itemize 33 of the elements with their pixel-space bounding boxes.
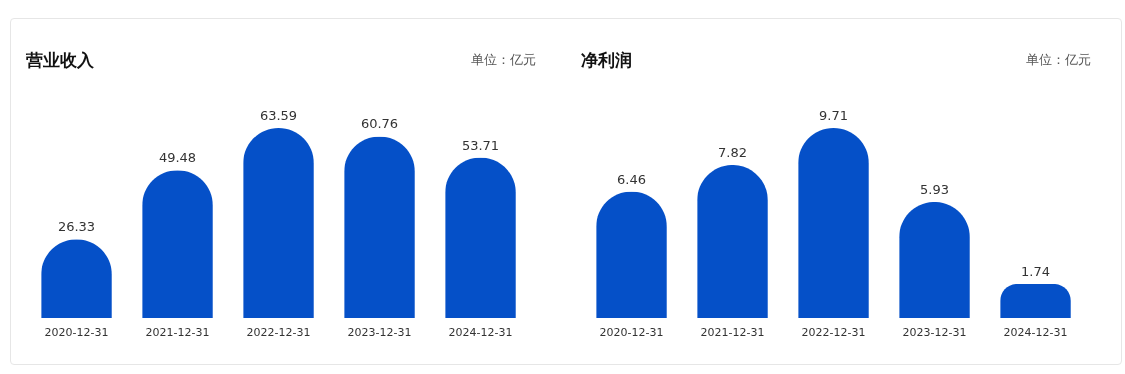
data-label: 6.46 [617,171,646,187]
x-tick-label: 2020-12-31 [599,325,664,339]
data-label: 26.33 [57,219,96,235]
text: 单位：亿元 [1026,51,1091,69]
bar [445,157,516,318]
data-label: 7.82 [718,144,747,160]
bar [1000,283,1071,318]
x-tick-label: 2020-12-31 [44,325,109,339]
bar [798,128,869,318]
data-label: 5.93 [920,181,949,197]
x-tick-label: 2021-12-31 [700,325,765,339]
x-tick-label: 2021-12-31 [145,325,210,339]
x-tick-label: 2024-12-31 [1003,325,1068,339]
chart-title: 净利润 [581,50,632,70]
bar [344,136,415,318]
x-tick-label: 2024-12-31 [448,325,513,339]
bar [142,170,213,318]
bar [243,128,314,318]
chart-title: 营业收入 [25,50,95,70]
x-tick-label: 2023-12-31 [902,325,967,339]
data-label: 60.76 [360,116,399,132]
x-tick-label: 2023-12-31 [347,325,412,339]
data-label: 1.74 [1021,263,1050,279]
data-label: 9.71 [819,108,848,123]
bar [899,201,970,318]
bar [596,191,667,318]
x-tick-label: 2022-12-31 [246,325,311,339]
bar [697,164,768,318]
x-tick-label: 2022-12-31 [801,325,866,339]
text: 单位：亿元 [471,51,536,69]
data-label: 53.71 [461,137,500,153]
data-label: 49.48 [158,150,197,166]
data-label: 63.59 [259,108,298,123]
